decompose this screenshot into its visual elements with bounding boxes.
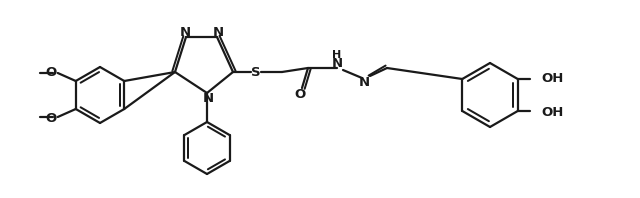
- Text: H: H: [332, 50, 342, 60]
- Text: N: N: [212, 26, 223, 38]
- Text: S: S: [251, 66, 261, 78]
- Text: O: O: [45, 111, 56, 125]
- Text: O: O: [45, 66, 56, 78]
- Text: O: O: [294, 88, 306, 101]
- Text: N: N: [332, 56, 342, 69]
- Text: N: N: [202, 91, 214, 105]
- Text: OH: OH: [541, 71, 564, 85]
- Text: N: N: [358, 75, 369, 89]
- Text: OH: OH: [541, 106, 564, 118]
- Text: N: N: [179, 26, 191, 38]
